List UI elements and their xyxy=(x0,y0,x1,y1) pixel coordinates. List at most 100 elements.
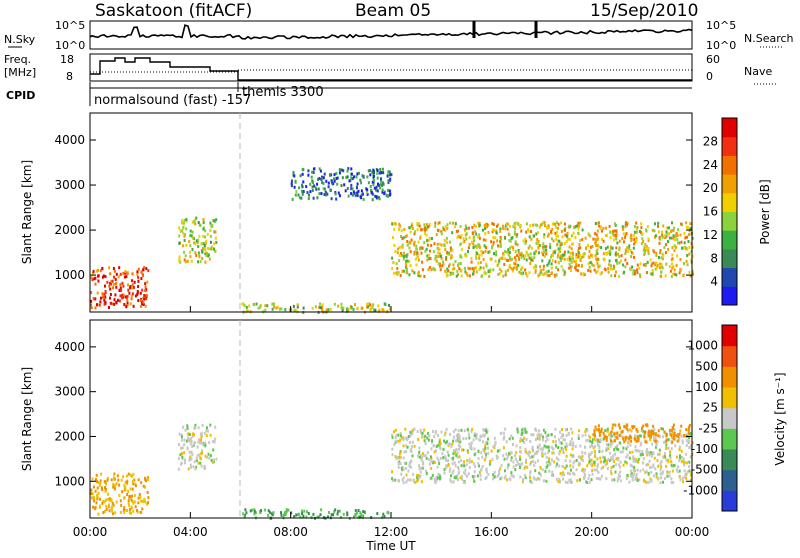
data-cell xyxy=(541,453,544,457)
data-cell xyxy=(133,478,136,482)
data-cell xyxy=(555,266,558,269)
data-cell xyxy=(97,491,100,495)
data-cell xyxy=(109,272,112,276)
data-cell xyxy=(618,463,620,467)
data-cell xyxy=(118,483,121,487)
data-cell xyxy=(134,484,137,488)
data-cell xyxy=(109,287,112,291)
data-cell xyxy=(672,434,675,438)
data-cell xyxy=(427,451,429,455)
data-cell xyxy=(690,232,693,236)
data-cell xyxy=(661,233,664,237)
data-cell xyxy=(418,467,421,471)
data-cell xyxy=(596,257,599,261)
data-cell xyxy=(403,450,406,454)
data-cell xyxy=(181,219,184,223)
data-cell xyxy=(203,467,206,471)
data-cell xyxy=(605,252,608,256)
data-cell xyxy=(443,468,446,472)
data-cell xyxy=(207,452,210,456)
data-cell xyxy=(460,268,463,272)
data-cell xyxy=(243,304,246,308)
data-cell xyxy=(287,508,290,512)
data-cell xyxy=(668,226,670,230)
data-cell xyxy=(327,185,330,189)
data-cell xyxy=(111,512,114,516)
data-cell xyxy=(569,251,572,255)
data-cell xyxy=(476,474,479,478)
data-cell xyxy=(470,460,473,464)
data-cell xyxy=(653,229,656,233)
data-cell xyxy=(346,187,349,190)
data-cell xyxy=(400,235,402,238)
data-cell xyxy=(612,238,615,242)
data-cell xyxy=(684,236,687,240)
data-cell xyxy=(562,451,565,454)
data-cell xyxy=(382,512,385,516)
data-cell xyxy=(322,176,325,180)
data-cell xyxy=(538,243,541,247)
data-cell xyxy=(147,269,150,273)
data-cell xyxy=(662,435,664,439)
data-cell xyxy=(197,244,200,248)
data-cell xyxy=(197,251,200,255)
data-cell xyxy=(681,476,684,480)
data-cell xyxy=(596,252,599,255)
data-cell xyxy=(439,268,442,272)
data-cell xyxy=(671,436,673,440)
data-cell xyxy=(628,437,631,440)
data-cell xyxy=(637,460,640,464)
data-cell xyxy=(426,239,429,243)
data-cell xyxy=(482,428,485,432)
data-cell xyxy=(594,254,597,258)
data-cell xyxy=(360,193,363,197)
data-cell xyxy=(405,461,408,465)
colorbar-swatch xyxy=(722,469,737,491)
data-cell xyxy=(550,255,552,259)
data-cell xyxy=(591,438,594,442)
data-cell xyxy=(540,473,542,477)
data-cell xyxy=(596,244,599,247)
data-cell xyxy=(137,279,140,283)
data-cell xyxy=(559,441,562,444)
data-cell xyxy=(97,268,99,272)
ytick-label: 3000 xyxy=(54,178,85,192)
data-cell xyxy=(665,434,668,438)
data-cell xyxy=(312,512,315,516)
data-cell xyxy=(654,222,656,226)
data-cell xyxy=(202,247,204,251)
data-cell xyxy=(463,429,466,433)
data-cell xyxy=(439,442,442,446)
data-cell xyxy=(202,443,205,447)
data-cell xyxy=(542,247,545,251)
data-cell xyxy=(382,171,385,175)
data-cell xyxy=(180,461,183,465)
data-cell xyxy=(474,254,477,258)
data-cell xyxy=(616,444,619,448)
data-cell xyxy=(469,446,472,450)
data-cell xyxy=(671,266,674,270)
data-cell xyxy=(639,262,642,266)
data-cell xyxy=(438,242,441,246)
data-cell xyxy=(537,432,540,436)
data-cell xyxy=(430,455,432,459)
data-cell xyxy=(471,475,474,479)
data-cell xyxy=(650,470,653,474)
data-cell xyxy=(202,218,205,221)
data-cell xyxy=(482,251,485,255)
data-cell xyxy=(611,267,614,271)
data-cell xyxy=(638,229,641,233)
data-cell xyxy=(549,243,552,246)
data-cell xyxy=(672,228,675,232)
data-cell xyxy=(475,432,478,436)
data-cell xyxy=(529,440,532,443)
data-cell xyxy=(632,269,635,273)
data-cell xyxy=(119,272,122,276)
data-cell xyxy=(557,480,560,484)
data-cell xyxy=(470,256,473,260)
data-cell xyxy=(609,252,612,256)
data-cell xyxy=(140,481,143,485)
data-cell xyxy=(691,269,694,273)
nsky-label: N.Sky xyxy=(4,33,36,46)
data-cell xyxy=(485,468,488,472)
